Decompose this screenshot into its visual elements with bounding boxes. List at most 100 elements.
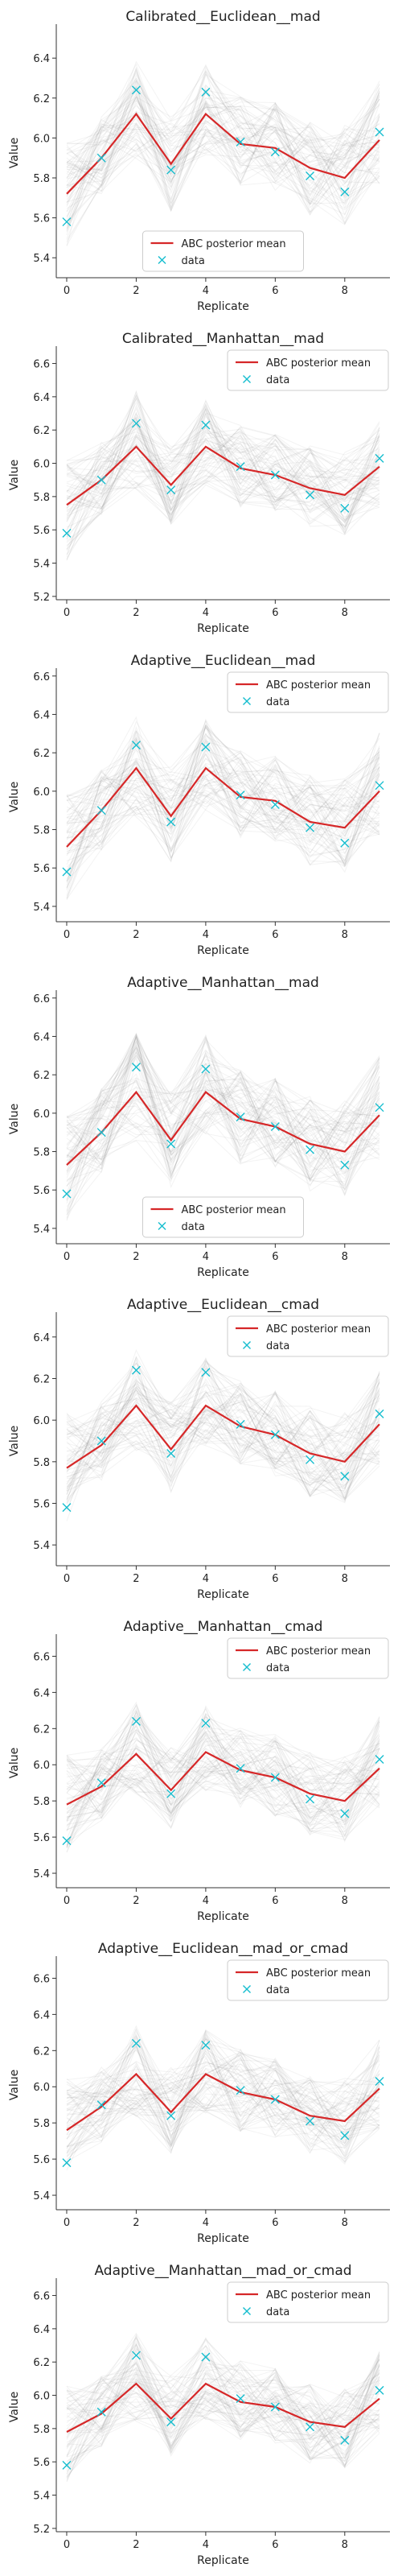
posterior-sample-line xyxy=(66,2359,380,2462)
posterior-sample-line xyxy=(66,1046,380,1197)
posterior-sample-line xyxy=(66,404,380,522)
posterior-sample-line xyxy=(66,394,380,523)
x-tick-label: 0 xyxy=(64,1895,70,1907)
y-tick-label: 5.4 xyxy=(33,902,50,914)
posterior-sample-line xyxy=(66,2036,380,2116)
posterior-sample-line xyxy=(66,1718,380,1806)
posterior-sample-line xyxy=(66,2052,380,2148)
posterior-sample-line xyxy=(66,1748,380,1843)
y-tick-label: 5.8 xyxy=(33,1796,50,1808)
data-point xyxy=(62,1189,72,1199)
posterior-sample-line xyxy=(66,2343,380,2458)
posterior-sample-line xyxy=(66,92,380,224)
posterior-sample-line xyxy=(66,1765,380,1846)
posterior-sample-line xyxy=(66,1099,380,1166)
y-tick-label: 5.6 xyxy=(33,213,50,225)
posterior-sample-line xyxy=(66,2386,380,2434)
posterior-sample-line xyxy=(66,1751,380,1827)
posterior-sample-line xyxy=(66,86,380,220)
posterior-sample-line xyxy=(66,2037,380,2143)
posterior-sample-line xyxy=(66,2067,380,2146)
data-point xyxy=(62,217,72,227)
posterior-sample-line xyxy=(66,2057,380,2152)
legend-marker-swatch xyxy=(243,697,251,705)
y-tick-label: 5.4 xyxy=(33,1224,50,1236)
data-point xyxy=(375,453,384,463)
posterior-sample-line xyxy=(66,741,380,888)
posterior-sample-line xyxy=(66,2366,380,2467)
posterior-sample-line xyxy=(66,2348,380,2479)
posterior-sample-line xyxy=(66,80,380,225)
posterior-sample-line xyxy=(66,2040,380,2144)
posterior-sample-line xyxy=(66,733,380,834)
posterior-sample-line xyxy=(66,1714,380,1827)
data-point xyxy=(375,781,384,791)
data-point xyxy=(270,1430,280,1439)
posterior-sample-line xyxy=(66,724,380,856)
posterior-sample-line xyxy=(66,2335,380,2454)
data-point xyxy=(96,806,106,815)
data-point xyxy=(131,2351,141,2360)
posterior-sample-line xyxy=(66,1036,380,1164)
x-tick-label: 2 xyxy=(133,607,139,619)
y-tick-label: 6.6 xyxy=(33,1973,50,1985)
posterior-sample-line xyxy=(66,440,380,539)
posterior-sample-line xyxy=(66,1744,380,1822)
x-tick-label: 4 xyxy=(203,285,209,297)
data-point xyxy=(131,741,141,750)
posterior-sample-line xyxy=(66,758,380,842)
posterior-sample-line xyxy=(66,1707,380,1848)
posterior-sample-line xyxy=(66,2363,380,2447)
y-tick-label: 5.8 xyxy=(33,492,50,504)
posterior-sample-line xyxy=(66,101,380,225)
posterior-sample-line xyxy=(66,1374,380,1489)
x-tick-label: 0 xyxy=(64,929,70,941)
posterior-sample-line xyxy=(66,2354,380,2439)
data-point xyxy=(236,1419,245,1429)
posterior-sample-line xyxy=(66,73,380,212)
legend-box xyxy=(227,2281,389,2323)
posterior-sample-line xyxy=(66,1415,380,1512)
legend-label: ABC posterior mean xyxy=(266,1323,371,1335)
posterior-sample-line xyxy=(66,2029,380,2149)
posterior-sample-line xyxy=(66,398,380,498)
posterior-sample-line xyxy=(66,1051,380,1212)
legend-marker-swatch xyxy=(243,375,251,383)
posterior-sample-line xyxy=(66,730,380,889)
posterior-sample-line xyxy=(66,2360,380,2449)
chart-title: Adaptive__Euclidean__cmad xyxy=(127,1297,319,1313)
posterior-sample-line xyxy=(66,73,380,198)
y-tick-label: 6.0 xyxy=(33,786,50,799)
posterior-sample-line xyxy=(66,70,380,196)
data-point xyxy=(375,1409,384,1418)
posterior-sample-line xyxy=(66,2347,380,2467)
posterior-sample-line xyxy=(66,1724,380,1830)
posterior-sample-line xyxy=(66,416,380,526)
y-tick-label: 6.6 xyxy=(33,2291,50,2303)
posterior-sample-line xyxy=(66,2040,380,2148)
posterior-sample-line xyxy=(66,65,380,204)
data-point xyxy=(236,791,245,800)
posterior-sample-line xyxy=(66,390,380,517)
posterior-sample-line xyxy=(66,1732,380,1798)
posterior-sample-line xyxy=(66,1360,380,1483)
posterior-sample-line xyxy=(66,723,380,863)
posterior-sample-line xyxy=(66,1715,380,1809)
posterior-sample-line xyxy=(66,122,380,171)
posterior-sample-line xyxy=(66,82,380,221)
posterior-sample-line xyxy=(66,1032,380,1165)
posterior-sample-line xyxy=(66,1357,380,1504)
posterior-sample-line xyxy=(66,79,380,232)
legend-label: ABC posterior mean xyxy=(266,679,371,691)
posterior-sample-line xyxy=(66,741,380,833)
posterior-sample-line xyxy=(66,1381,380,1521)
x-tick-label: 2 xyxy=(133,2539,139,2551)
posterior-sample-line xyxy=(66,66,380,206)
x-tick-label: 6 xyxy=(272,2539,278,2551)
data-point xyxy=(201,1719,211,1728)
y-tick-label: 6.4 xyxy=(33,2324,50,2336)
y-axis-label: Value xyxy=(8,1426,21,1456)
posterior-sample-line xyxy=(66,738,380,880)
posterior-sample-line xyxy=(66,1372,380,1484)
data-point xyxy=(306,171,315,181)
